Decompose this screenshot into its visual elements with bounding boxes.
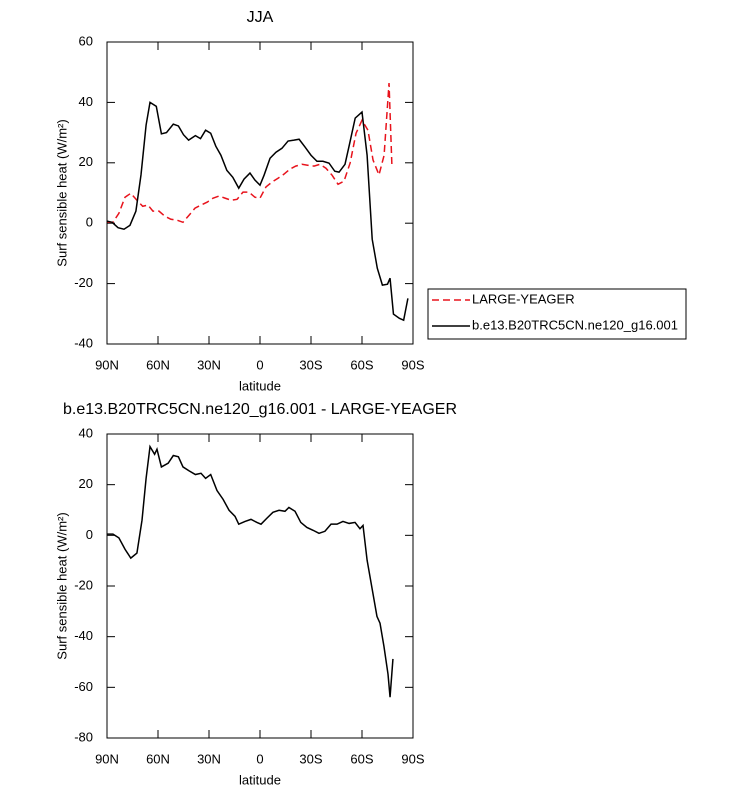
x-tick-label: 30S: [299, 357, 322, 372]
x-tick-label: 90S: [401, 357, 424, 372]
y-tick-label: -80: [74, 729, 93, 744]
plot-frame: [106, 433, 414, 739]
y-tick-label: 40: [79, 94, 93, 109]
x-tick-label: 30N: [197, 357, 221, 372]
y-tick-label: 20: [79, 154, 93, 169]
y-tick-label: 20: [79, 476, 93, 491]
legend-label: b.e13.B20TRC5CN.ne120_g16.001: [472, 317, 678, 332]
x-tick-label: 60N: [146, 357, 170, 372]
x-tick-label: 90S: [401, 751, 424, 766]
data-line: [107, 444, 394, 698]
data-line: [106, 101, 409, 322]
y-tick-label: -40: [74, 335, 93, 350]
y-tick-label: -60: [74, 679, 93, 694]
x-tick-label: 30S: [299, 751, 322, 766]
chart-title: JJA: [247, 9, 274, 26]
chart-title: b.e13.B20TRC5CN.ne120_g16.001 - LARGE-YE…: [63, 401, 457, 418]
y-axis-label: Surf sensible heat (W/m²): [54, 512, 69, 659]
x-tick-label: 60N: [146, 751, 170, 766]
x-tick-label: 0: [256, 751, 263, 766]
x-axis-label: latitude: [239, 378, 281, 393]
plot-frame: [106, 41, 414, 345]
legend-label: LARGE-YEAGER: [472, 291, 575, 306]
x-tick-label: 90N: [95, 357, 119, 372]
legend-box: [427, 288, 687, 340]
y-tick-label: -20: [74, 275, 93, 290]
y-tick-label: 0: [86, 527, 93, 542]
y-tick-label: 0: [86, 215, 93, 230]
x-tick-label: 30N: [197, 751, 221, 766]
x-tick-label: 90N: [95, 751, 119, 766]
y-axis-label: Surf sensible heat (W/m²): [54, 119, 69, 266]
x-tick-label: 60S: [350, 751, 373, 766]
data-line: [107, 83, 393, 224]
x-axis-label: latitude: [239, 772, 281, 787]
y-tick-label: -40: [74, 628, 93, 643]
y-tick-label: 40: [79, 425, 93, 440]
y-tick-label: -20: [74, 577, 93, 592]
x-tick-label: 60S: [350, 357, 373, 372]
x-tick-label: 0: [256, 357, 263, 372]
y-tick-label: 60: [79, 33, 93, 48]
